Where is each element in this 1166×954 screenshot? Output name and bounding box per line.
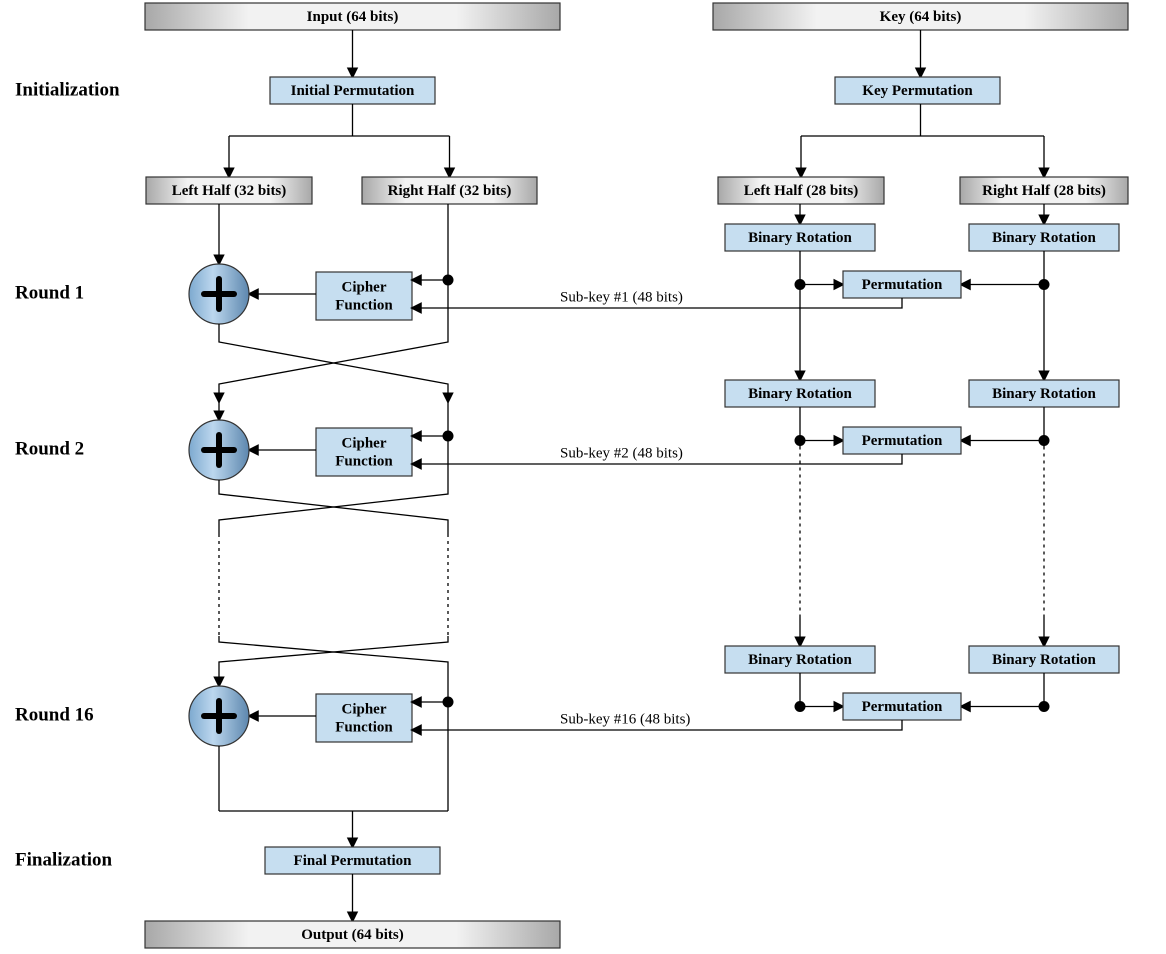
r2-cipher-label1: Cipher xyxy=(342,435,387,451)
r1-cipher-label2: Function xyxy=(335,297,393,313)
r2-xor xyxy=(189,420,249,480)
key-permutation-label: Key Permutation xyxy=(862,83,973,99)
des-diagram: Initialization Round 1 Round 2 Round 16 Fina… xyxy=(0,0,1166,954)
initial-permutation-label: Initial Permutation xyxy=(291,83,415,99)
subkey1-label: Sub-key #1 (48 bits) xyxy=(560,289,683,305)
phase-initialization: Initialization xyxy=(15,79,120,100)
k2-br-label: Binary Rotation xyxy=(992,386,1096,402)
r2-cipher-label2: Function xyxy=(335,453,393,469)
dash-cross2 xyxy=(219,636,448,670)
input-box-label: Input (64 bits) xyxy=(307,9,399,25)
k16-br-label: Binary Rotation xyxy=(992,652,1096,668)
final-permutation-label: Final Permutation xyxy=(294,853,413,869)
left-half-32-label: Left Half (32 bits) xyxy=(172,183,287,199)
k16-bl-label: Binary Rotation xyxy=(748,652,852,668)
phase-finalization: Finalization xyxy=(15,849,113,870)
r16-xor xyxy=(189,686,249,746)
r16-cipher-label1: Cipher xyxy=(342,701,387,717)
subkey16-label: Sub-key #16 (48 bits) xyxy=(560,711,690,727)
phase-round2: Round 2 xyxy=(15,438,84,459)
k2-perm-label: Permutation xyxy=(862,433,943,449)
k16-perm-label: Permutation xyxy=(862,699,943,715)
key-box-label: Key (64 bits) xyxy=(880,9,962,25)
r1-xor xyxy=(189,264,249,324)
k1-perm-label: Permutation xyxy=(862,277,943,293)
k2-bl-label: Binary Rotation xyxy=(748,386,852,402)
phase-round1: Round 1 xyxy=(15,282,84,303)
phase-round16: Round 16 xyxy=(15,704,94,725)
k1-bl-label: Binary Rotation xyxy=(748,230,852,246)
left-half-28-label: Left Half (28 bits) xyxy=(744,183,859,199)
subkey2-label: Sub-key #2 (48 bits) xyxy=(560,445,683,461)
right-half-28-label: Right Half (28 bits) xyxy=(982,183,1106,199)
r1-cipher-label1: Cipher xyxy=(342,279,387,295)
right-half-32-label: Right Half (32 bits) xyxy=(388,183,512,199)
r16-cipher-label2: Function xyxy=(335,719,393,735)
output-box-label: Output (64 bits) xyxy=(301,927,404,943)
k1-br-label: Binary Rotation xyxy=(992,230,1096,246)
dash-cross1 xyxy=(219,636,448,670)
